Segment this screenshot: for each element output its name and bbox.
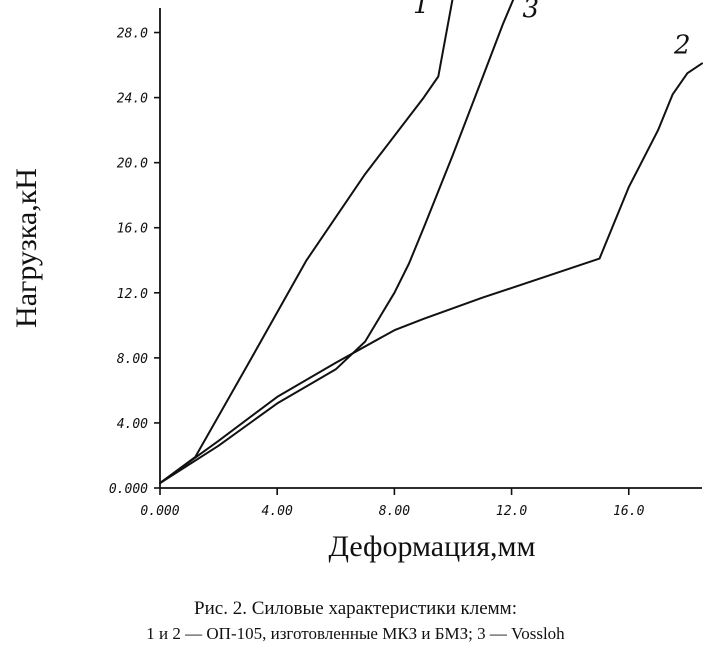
- x-tick-label: 0.000: [140, 504, 179, 519]
- x-tick-label: 4.00: [262, 504, 293, 519]
- series-group: 1 2 3: [159, 0, 703, 485]
- y-tick-label: 0.000: [109, 482, 148, 497]
- x-tick-label: 8.00: [379, 504, 410, 519]
- y-tick-label: 4.00: [117, 417, 148, 432]
- y-axis-ticks: 0.000 4.00 8.00 12.0 16.0 20.0 24.0 28.0: [109, 27, 160, 497]
- series-1-label: 1: [413, 0, 430, 20]
- x-axis-ticks: 0.000 4.00 8.00 12.0 16.0: [140, 488, 645, 519]
- series-3-line: [159, 0, 515, 485]
- y-tick-label: 20.0: [117, 157, 148, 172]
- x-axis-title: Деформация,мм: [329, 530, 536, 563]
- series-2-line: [159, 62, 703, 485]
- y-tick-label: 28.0: [117, 27, 148, 42]
- series-2-label: 2: [673, 30, 691, 60]
- x-tick-label: 12.0: [496, 504, 527, 519]
- figure-caption-legend: 1 и 2 — ОП-105, изготовленные МКЗ и БМЗ;…: [146, 624, 565, 643]
- series-1-line: [159, 0, 454, 485]
- y-tick-label: 24.0: [117, 92, 148, 107]
- x-tick-label: 16.0: [613, 504, 644, 519]
- series-3-label: 3: [522, 0, 539, 24]
- y-tick-label: 12.0: [117, 287, 148, 302]
- figure-caption-title: Рис. 2. Силовые характеристики клемм:: [194, 598, 517, 619]
- y-axis-title: Нагрузка,кН: [10, 168, 43, 328]
- y-tick-label: 16.0: [117, 222, 148, 237]
- y-tick-label: 8.00: [117, 352, 148, 367]
